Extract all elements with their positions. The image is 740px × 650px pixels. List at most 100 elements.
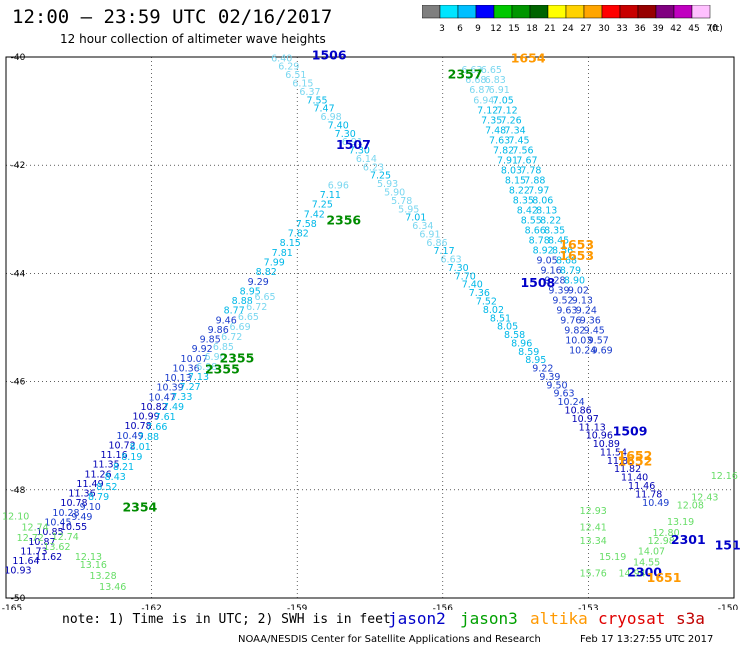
swh-point: 8.82 — [256, 267, 277, 278]
swh-point: 6.29 — [278, 62, 299, 73]
swh-point: 7.82 — [493, 145, 514, 156]
swh-point: 7.12 — [477, 105, 498, 116]
swh-point: 10.55 — [60, 522, 87, 533]
swh-point: 10.89 — [593, 439, 620, 450]
swh-point: 9.49 — [71, 512, 92, 523]
swh-point: 9.24 — [576, 305, 597, 316]
colorbar-tick: 42 — [670, 24, 681, 34]
swh-point: 7.88 — [138, 432, 159, 443]
swh-point: 5.95 — [398, 204, 419, 215]
swh-point: 8.68 — [556, 255, 577, 266]
swh-point: 12.80 — [652, 528, 679, 539]
swh-point: 8.51 — [490, 313, 511, 324]
swh-point: 7.48 — [485, 125, 506, 136]
swh-point: 9.39 — [539, 372, 560, 383]
swh-point: 6.91 — [419, 229, 440, 240]
swh-point: 6.23 — [363, 162, 384, 173]
swh-point: 8.55 — [521, 215, 542, 226]
time-label: 2355 — [205, 361, 240, 376]
swh-point: 7.55 — [306, 95, 327, 106]
swh-point: 6.63 — [441, 255, 462, 266]
swh-point: 9.57 — [588, 335, 609, 346]
colorbar-tick: 45 — [688, 24, 699, 34]
swh-point: 6.98 — [196, 362, 217, 373]
x-tick-label: -159 — [287, 604, 308, 610]
swh-point: 8.13 — [536, 205, 557, 216]
swh-point: 8.21 — [113, 462, 134, 473]
swh-point: 10.39 — [157, 383, 184, 394]
y-tick-label: -44 — [11, 269, 26, 279]
colorbar-tick: 70 — [706, 24, 718, 34]
swh-point: 10.28 — [52, 508, 79, 519]
swh-point: 10.78 — [124, 421, 151, 432]
swh-point: 10.97 — [572, 414, 599, 425]
swh-point: 11.40 — [621, 473, 648, 484]
swh-point: 6.85 — [213, 342, 234, 353]
swh-point: 11.46 — [628, 481, 655, 492]
swh-point: 11.35 — [92, 460, 119, 471]
swh-point: 9.02 — [568, 285, 589, 296]
swh-point: 11.26 — [84, 469, 111, 480]
swh-point: 6.68 — [465, 75, 486, 86]
swh-point: 8.58 — [504, 330, 525, 341]
swh-point: 7.36 — [469, 288, 490, 299]
swh-point: 8.03 — [501, 165, 522, 176]
swh-point: 6.91 — [489, 85, 510, 96]
time-label: 1653 — [559, 237, 594, 252]
swh-point: 9.22 — [532, 364, 553, 375]
swh-point: 9.10 — [80, 502, 101, 513]
swh-point: 12.74 — [22, 522, 49, 533]
time-label: 1653 — [559, 248, 594, 263]
time-label: 2300 — [627, 564, 662, 579]
swh-point: 7.27 — [180, 382, 201, 393]
swh-point: 8.22 — [540, 215, 561, 226]
swh-point: 7.12 — [497, 105, 518, 116]
x-tick-label: -165 — [2, 604, 22, 610]
swh-point: 8.66 — [525, 225, 546, 236]
swh-point: 11.49 — [76, 479, 103, 490]
colorbar: 3 6 9 12 15 18 21 24 27 30 33 36 39 42 45 70(ft) — [422, 5, 723, 34]
swh-point: 12.93 — [580, 506, 607, 517]
swh-point: 7.17 — [433, 246, 454, 257]
swh-point: 10.49 — [116, 431, 143, 442]
x-tick-label: -156 — [433, 604, 454, 610]
time-label: 2354 — [122, 499, 157, 514]
swh-point: 15.19 — [599, 552, 626, 563]
swh-point: 6.83 — [485, 75, 506, 86]
swh-point: 8.01 — [130, 442, 151, 453]
swh-point: 7.66 — [146, 422, 167, 433]
swh-point: 11.83 — [607, 456, 634, 467]
swh-point: 11.82 — [614, 464, 641, 475]
swh-point: 9.50 — [546, 380, 567, 391]
time-label: 1652 — [618, 448, 653, 463]
swh-point: 15.76 — [580, 568, 607, 579]
time-label: 2301 — [671, 532, 706, 547]
swh-point: 9.69 — [592, 345, 613, 356]
swh-point: 7.82 — [288, 229, 309, 240]
swh-point: 9.46 — [216, 315, 237, 326]
swh-point: 6.90 — [205, 352, 226, 363]
swh-point: 10.49 — [642, 498, 669, 509]
swh-point: 9.76 — [560, 315, 581, 326]
swh-point: 8.35 — [544, 225, 565, 236]
swh-point: 10.85 — [36, 527, 63, 538]
swh-point: 10.99 — [132, 412, 159, 423]
swh-point: 7.63 — [489, 135, 510, 146]
colorbar-tick: 12 — [490, 24, 501, 34]
swh-point: 6.34 — [412, 221, 433, 232]
legend-jason2: jason2 — [388, 609, 446, 628]
swh-point: 9.82 — [564, 325, 585, 336]
swh-point: 11.36 — [68, 489, 95, 500]
swh-point: 10.82 — [141, 402, 168, 413]
time-label: 1652 — [618, 453, 653, 468]
swh-point: 12.74 — [52, 532, 79, 543]
swh-point: 8.56 — [552, 245, 573, 256]
swh-point: 12.72 — [17, 533, 44, 544]
swh-point: 5.93 — [377, 179, 398, 190]
swh-point: 7.45 — [508, 135, 529, 146]
swh-point: 10.36 — [173, 363, 200, 374]
swh-point: 7.67 — [516, 155, 537, 166]
swh-point: 6.15 — [292, 78, 313, 89]
swh-point: 7.47 — [313, 104, 334, 115]
swh-point: 7.30 — [349, 146, 370, 157]
